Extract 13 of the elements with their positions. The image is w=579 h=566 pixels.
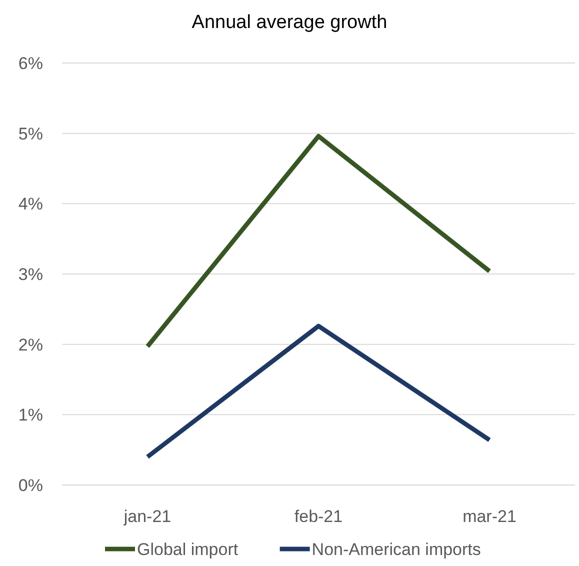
legend-label: Global import — [137, 540, 238, 559]
y-tick-label: 5% — [18, 124, 43, 144]
y-tick-label: 2% — [18, 335, 43, 354]
y-tick-label: 3% — [18, 265, 43, 284]
x-tick-label: mar-21 — [462, 507, 516, 526]
y-tick-label: 0% — [18, 476, 43, 495]
y-tick-label: 6% — [18, 54, 43, 73]
y-tick-label: 4% — [18, 194, 43, 214]
chart-title: Annual average growth — [192, 12, 388, 33]
y-tick-label: 1% — [18, 406, 43, 425]
x-tick-label: feb-21 — [294, 507, 343, 526]
legend-label: Non-American imports — [312, 540, 481, 559]
x-tick-label: jan-21 — [122, 507, 172, 526]
